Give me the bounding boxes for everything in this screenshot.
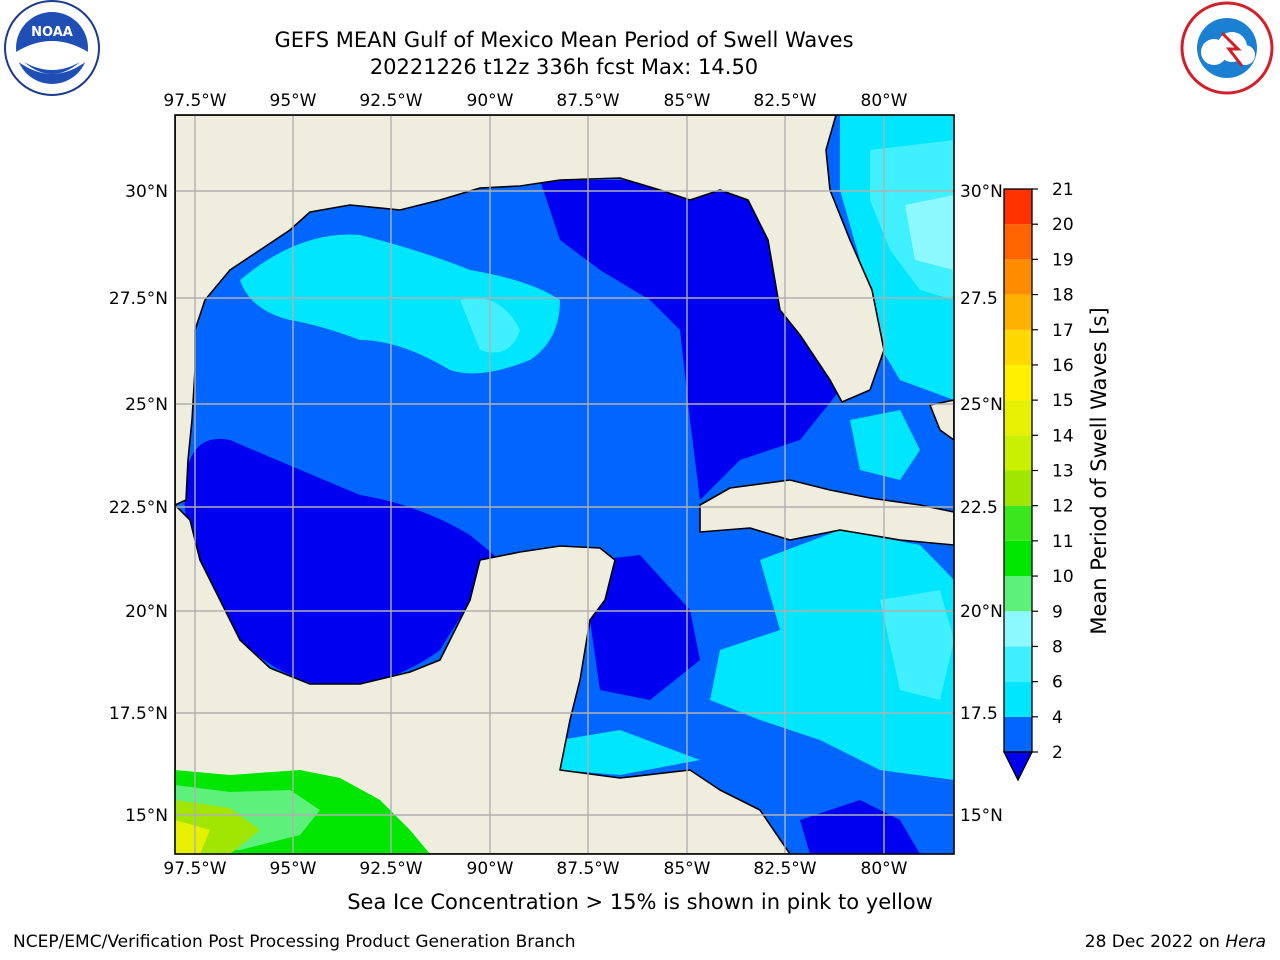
lon-tick-label: 80°W <box>861 91 908 111</box>
lon-tick-label: 87.5°W <box>556 91 619 111</box>
lat-tick-label: 20°N <box>125 602 168 622</box>
noaa-logo: NOAA <box>4 0 100 96</box>
colorbar-tick-label: 13 <box>1052 462 1074 482</box>
colorbar-tick-label: 18 <box>1052 286 1074 306</box>
colorbar-tick-label: 21 <box>1052 180 1074 200</box>
lon-tick-label: 97.5°W <box>163 859 226 879</box>
map-frame <box>174 114 955 855</box>
svg-text:NOAA: NOAA <box>31 25 73 40</box>
colorbar-label: Mean Period of Swell Waves [s] <box>1087 307 1111 634</box>
colorbar-bin <box>1004 329 1032 365</box>
map-subtitle: 20221226 t12z 336h fcst Max: 14.50 <box>369 55 759 79</box>
gridlines <box>175 115 954 854</box>
lon-tick-label: 82.5°W <box>753 91 816 111</box>
colorbar-extend-arrow <box>1002 751 1034 782</box>
lat-tick-label: 27.5°N <box>109 289 168 309</box>
colorbar-tick-label: 11 <box>1052 532 1074 552</box>
colorbar-bin <box>1004 540 1032 577</box>
footer-host: Hera <box>1225 932 1266 952</box>
map-title: GEFS MEAN Gulf of Mexico Mean Period of … <box>274 28 854 52</box>
colorbar-tick-label: 19 <box>1052 250 1074 270</box>
lat-tick-label: 27.5 <box>960 289 998 309</box>
colorbar-tick-label: 10 <box>1052 567 1074 587</box>
colorbar-bin <box>1004 576 1032 612</box>
colorbar-bin <box>1004 400 1032 436</box>
colorbar-bin <box>1004 470 1032 506</box>
lon-tick-label: 85°W <box>664 91 711 111</box>
lon-tick-label: 87.5°W <box>556 859 619 879</box>
lat-tick-label: 30°N <box>125 182 168 202</box>
lat-tick-label: 15°N <box>960 806 1003 826</box>
footer-credit: NCEP/EMC/Verification Post Processing Pr… <box>13 932 576 952</box>
colorbar-tick-label: 6 <box>1052 673 1063 693</box>
colorbar-tick-label: 17 <box>1052 321 1074 341</box>
colorbar-tick-label: 12 <box>1052 497 1074 517</box>
lat-tick-label: 25°N <box>960 395 1003 415</box>
swell-period-field <box>175 115 954 854</box>
lat-tick-label: 30°N <box>960 182 1003 202</box>
lon-tick-label: 97.5°W <box>163 91 226 111</box>
lon-tick-label: 92.5°W <box>359 91 422 111</box>
lon-tick-label: 95°W <box>270 859 317 879</box>
colorbar-tick-label: 14 <box>1052 426 1074 446</box>
colorbar-bin <box>1004 681 1032 717</box>
lat-tick-label: 22.5°N <box>109 498 168 518</box>
colorbar-tick-label: 15 <box>1052 391 1074 411</box>
colorbar-bin <box>1004 435 1032 471</box>
colorbar-bin <box>1004 611 1032 647</box>
lon-tick-label: 82.5°W <box>753 859 816 879</box>
lon-labels-top: 97.5°W 95°W 92.5°W 90°W 87.5°W 85°W 82.5… <box>163 91 907 111</box>
colorbar-bin <box>1004 224 1032 260</box>
lat-tick-label: 25°N <box>125 395 168 415</box>
colorbar-tick-label: 2 <box>1052 743 1063 763</box>
colorbar-bin <box>1004 294 1032 330</box>
lat-tick-label: 17.5 <box>960 704 998 724</box>
colorbar-bin <box>1004 364 1032 401</box>
lat-labels-left: 30°N 27.5°N 25°N 22.5°N 20°N 17.5°N 15°N <box>109 182 168 826</box>
lon-tick-label: 80°W <box>861 859 908 879</box>
colorbar-bin <box>1004 716 1032 752</box>
colorbar-tick-label: 4 <box>1052 708 1063 728</box>
colorbar-tick-label: 20 <box>1052 215 1074 235</box>
colorbar-bin <box>1004 189 1032 225</box>
footer-date-text: 28 Dec 2022 on <box>1084 932 1226 952</box>
colorbar-tick-label: 9 <box>1052 602 1063 622</box>
lat-tick-label: 17.5°N <box>109 704 168 724</box>
lat-labels-right: 30°N 27.5 25°N 22.5 20°N 17.5 15°N <box>960 182 1003 826</box>
lat-tick-label: 15°N <box>125 806 168 826</box>
colorbar-bin <box>1004 646 1032 682</box>
lon-tick-label: 90°W <box>467 91 514 111</box>
lat-tick-label: 20°N <box>960 602 1003 622</box>
colorbar-bin <box>1004 259 1032 295</box>
footer-date: 28 Dec 2022 on Hera <box>1085 932 1266 952</box>
sea-ice-note: Sea Ice Concentration > 15% is shown in … <box>347 890 933 914</box>
colorbar: 2 4 6 8 9 10 11 12 13 14 15 16 17 18 19 20 21 <box>1002 180 1074 782</box>
lon-tick-label: 92.5°W <box>359 859 422 879</box>
lon-labels-bottom: 97.5°W 95°W 92.5°W 90°W 87.5°W 85°W 82.5… <box>163 859 907 879</box>
colorbar-tick-label: 8 <box>1052 637 1063 657</box>
lon-tick-label: 95°W <box>270 91 317 111</box>
colorbar-bin <box>1004 505 1032 541</box>
lon-tick-label: 90°W <box>467 859 514 879</box>
colorbar-tick-label: 16 <box>1052 356 1074 376</box>
lat-tick-label: 22.5 <box>960 498 998 518</box>
land-areas <box>175 115 954 854</box>
lon-tick-label: 85°W <box>664 859 711 879</box>
nws-logo <box>1180 1 1274 95</box>
